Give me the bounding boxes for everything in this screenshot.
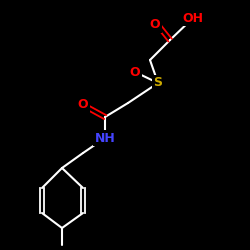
Text: OH: OH — [182, 12, 204, 24]
Text: O: O — [130, 66, 140, 78]
Text: O: O — [78, 98, 88, 112]
Text: NH: NH — [94, 132, 116, 144]
Text: O: O — [150, 18, 160, 32]
Text: S: S — [154, 76, 162, 90]
